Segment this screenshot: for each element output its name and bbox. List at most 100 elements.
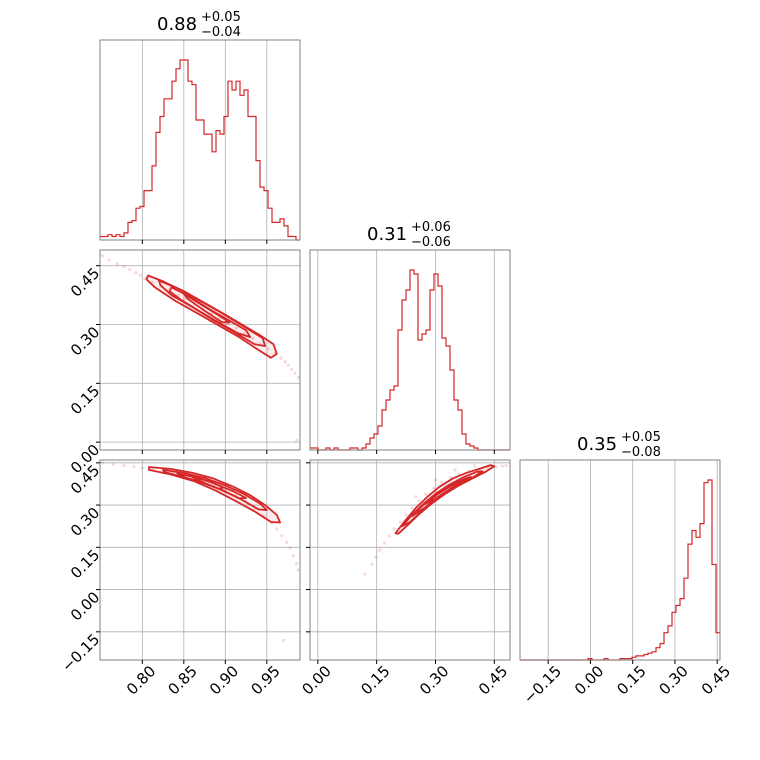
panel-frame — [99, 39, 301, 241]
pair-panel-0-2 — [96, 459, 301, 664]
sample-point-25 — [414, 495, 418, 499]
sample-point-21 — [288, 546, 292, 550]
panel-frame — [99, 249, 301, 451]
sample-point-24 — [296, 568, 300, 572]
x-tick-label-2-2: 0.15 — [613, 662, 649, 698]
sample-point-4 — [128, 268, 132, 272]
histogram-title-value: 0.88 — [157, 14, 197, 35]
sample-point-5 — [134, 271, 138, 275]
histogram-step-line — [520, 479, 720, 661]
sample-point-27 — [290, 367, 294, 371]
histogram-title-minus: −0.08 — [621, 445, 661, 460]
sample-point-25 — [283, 360, 287, 364]
sample-point-2 — [374, 555, 378, 559]
histogram-title-minus: −0.06 — [411, 235, 451, 250]
sample-point-30 — [295, 438, 299, 442]
sample-point-23 — [295, 562, 299, 566]
histogram-title-plus: +0.05 — [621, 430, 661, 445]
histogram-title-value: 0.31 — [367, 224, 407, 245]
sample-point-20 — [500, 464, 504, 468]
histogram-step-line — [100, 59, 300, 241]
x-tick-label-0-1: 0.85 — [164, 662, 200, 698]
panel-frame — [309, 459, 511, 661]
contour-level-3 — [182, 293, 231, 324]
sample-point-1 — [107, 258, 111, 262]
panel-frame — [309, 249, 511, 451]
y-tick-label-2-3: 0.30 — [67, 504, 103, 540]
sample-point-29 — [296, 375, 300, 380]
sample-point-22 — [266, 347, 271, 351]
histogram-panel-2: 0.35 +0.05−0.08 — [519, 430, 721, 664]
panel-frame — [519, 459, 721, 661]
sample-point-1 — [111, 462, 115, 466]
x-tick-label-2-1: 0.00 — [571, 662, 607, 698]
x-tick-label-2-0: −0.15 — [520, 662, 565, 707]
contour-level-3 — [424, 479, 464, 505]
sample-point-0 — [100, 254, 105, 258]
x-tick-label-2-3: 0.30 — [656, 662, 692, 698]
y-tick-label-1-1: 0.15 — [67, 382, 103, 418]
contour-level-0 — [148, 466, 281, 524]
sample-point-3 — [132, 465, 136, 469]
sample-point-22 — [433, 478, 438, 482]
sample-point-25 — [281, 638, 286, 642]
sample-point-2 — [115, 262, 120, 266]
contour-level-1 — [401, 470, 484, 528]
sample-point-10 — [417, 499, 421, 503]
contour-level-0 — [394, 464, 496, 535]
histogram-title-plus: +0.05 — [201, 10, 241, 25]
contour-level-1 — [162, 469, 268, 511]
sample-point-19 — [242, 331, 246, 335]
sample-point-26 — [286, 363, 290, 367]
sample-point-23 — [453, 468, 457, 472]
panel-frame — [99, 459, 301, 661]
x-tick-label-0-0: 0.80 — [123, 662, 159, 698]
histogram-step-line — [310, 269, 510, 451]
y-tick-label-2-0: −0.15 — [58, 630, 103, 675]
pair-panel-0-1 — [96, 249, 301, 454]
sample-point-13 — [439, 480, 443, 485]
sample-point-18 — [275, 527, 279, 531]
sample-point-4 — [382, 541, 387, 545]
sample-point-1 — [370, 562, 374, 566]
x-tick-label-1-2: 0.30 — [416, 662, 452, 698]
contour-level-1 — [158, 279, 266, 347]
histogram-panel-0: 0.88 +0.05−0.04 — [99, 10, 301, 244]
sample-point-28 — [293, 371, 297, 375]
sample-point-12 — [431, 486, 436, 490]
sample-point-19 — [494, 465, 498, 469]
sample-point-18 — [234, 326, 238, 330]
histogram-panel-1: 0.31 +0.06−0.06 — [309, 220, 511, 454]
y-tick-label-1-3: 0.45 — [67, 264, 103, 300]
sample-point-21 — [504, 464, 508, 468]
sample-point-3 — [378, 548, 382, 552]
x-tick-label-1-3: 0.45 — [475, 662, 511, 698]
sample-point-9 — [410, 506, 414, 510]
sample-point-6 — [139, 273, 143, 278]
x-tick-label-1-0: 0.00 — [298, 662, 334, 698]
histogram-title-plus: +0.06 — [411, 220, 451, 235]
sample-point-24 — [279, 356, 283, 360]
sample-point-3 — [122, 264, 126, 269]
sample-point-6 — [392, 527, 396, 531]
x-tick-label-1-1: 0.15 — [357, 662, 393, 698]
sample-point-11 — [176, 293, 180, 297]
sample-point-24 — [473, 464, 477, 468]
sample-point-0 — [100, 461, 105, 465]
y-tick-label-2-1: 0.00 — [67, 588, 103, 624]
sample-point-11 — [424, 492, 428, 496]
histogram-title-minus: −0.04 — [201, 25, 241, 40]
sample-point-2 — [122, 464, 126, 468]
sample-point-8 — [404, 513, 408, 517]
sample-point-7 — [398, 520, 402, 524]
pair-panel-1-2 — [306, 459, 511, 664]
y-tick-label-1-2: 0.30 — [67, 323, 103, 359]
sample-point-5 — [387, 534, 391, 538]
sample-point-14 — [448, 475, 452, 480]
y-tick-label-2-2: 0.15 — [67, 546, 103, 582]
x-tick-label-0-2: 0.90 — [206, 662, 242, 698]
sample-point-0 — [363, 572, 367, 576]
sample-point-20 — [251, 336, 255, 340]
sample-point-22 — [291, 554, 295, 558]
